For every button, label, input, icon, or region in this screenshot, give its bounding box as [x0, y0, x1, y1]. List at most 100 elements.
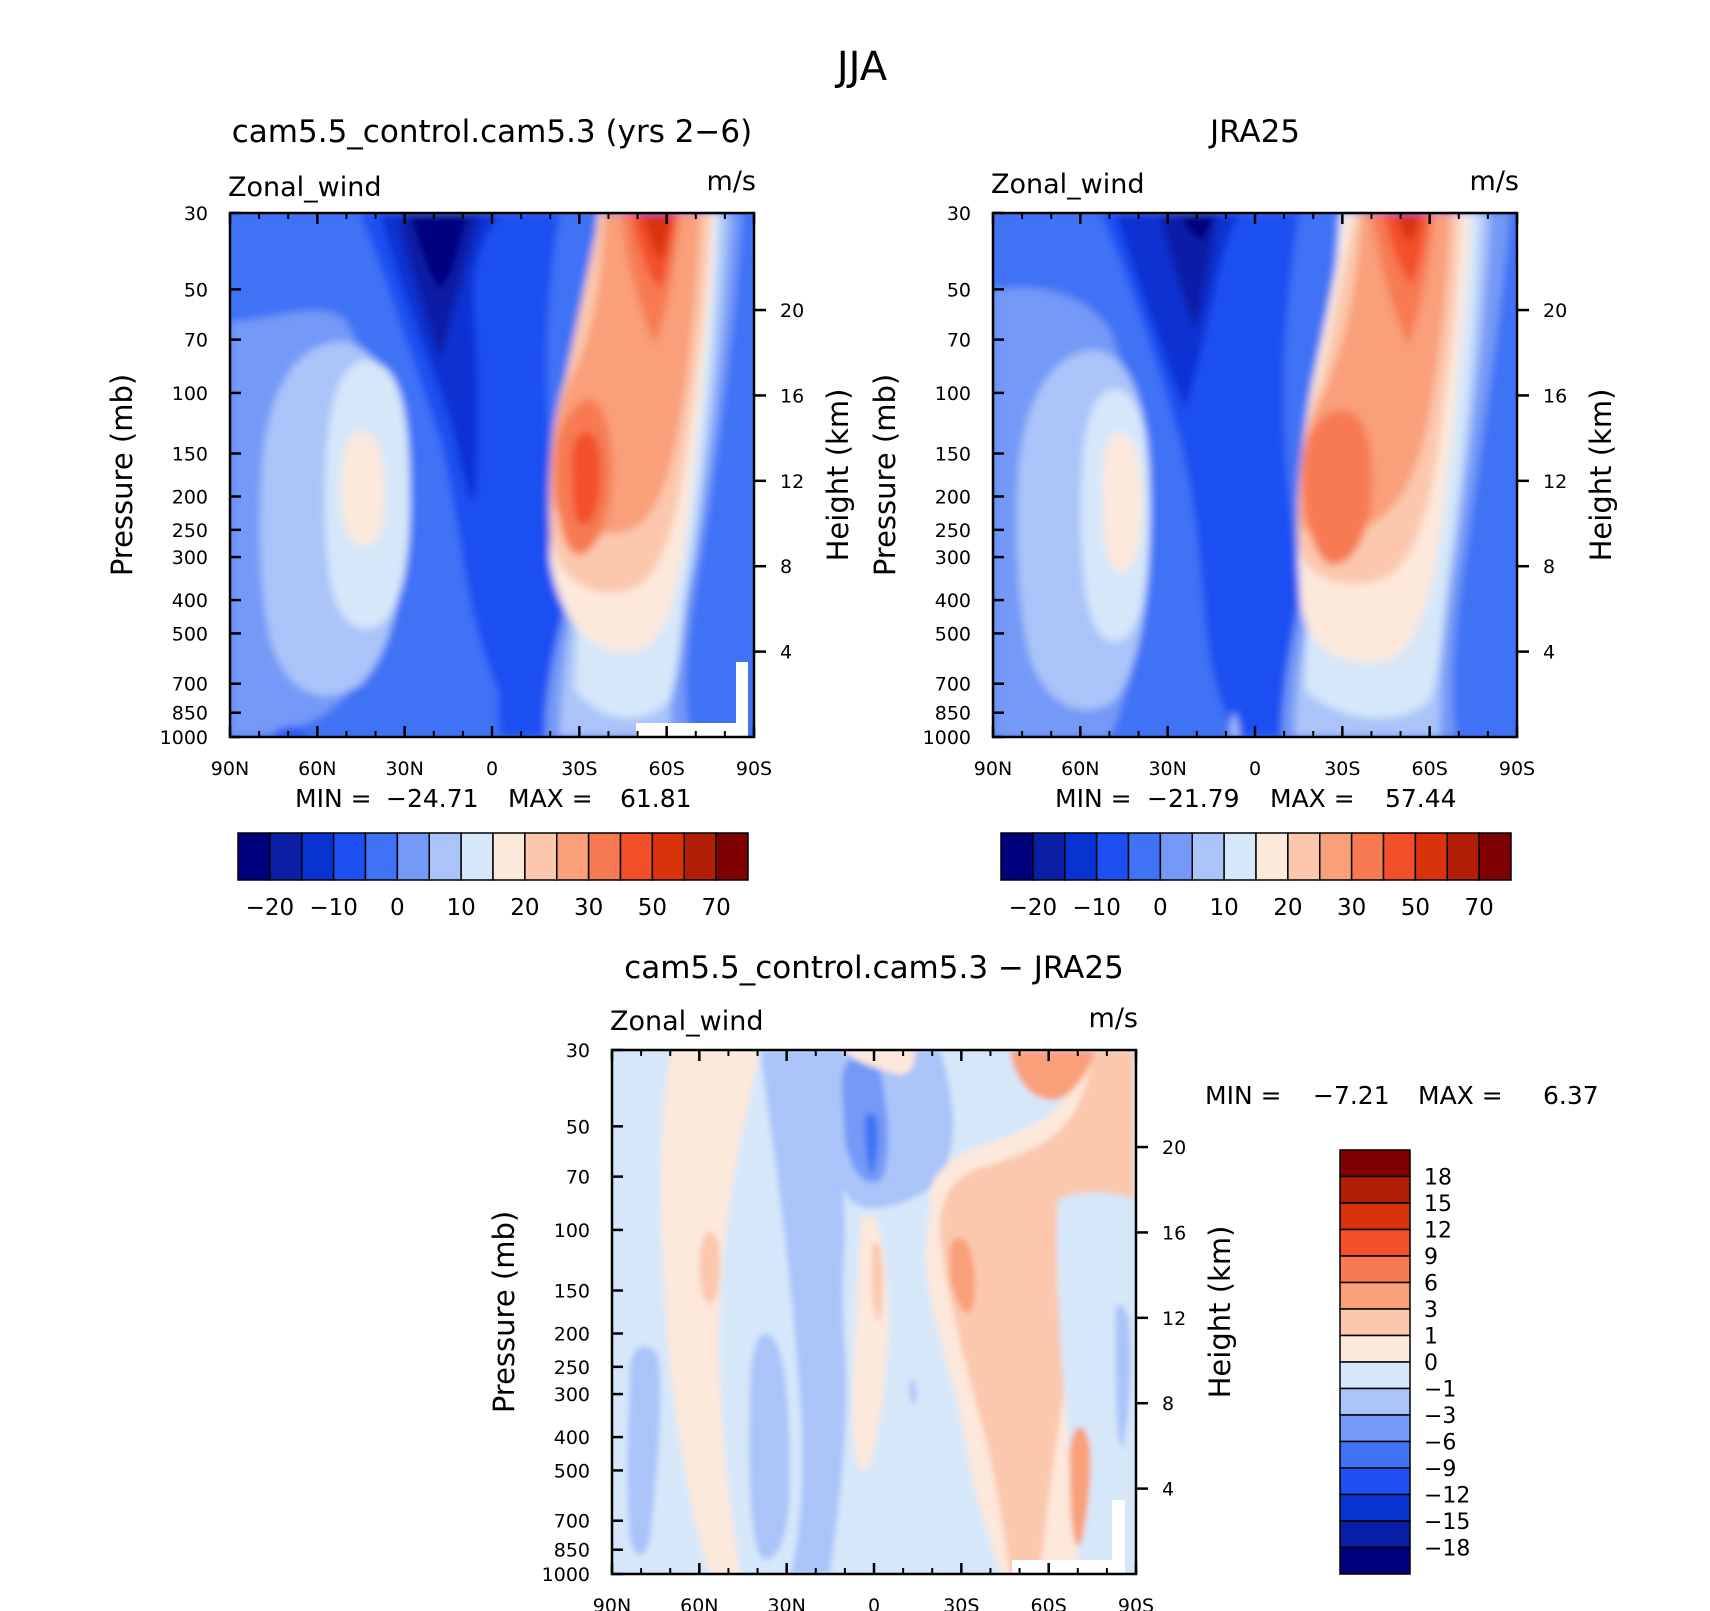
y-tick-label: 700: [935, 674, 971, 696]
colorbar-label: 10: [1209, 895, 1238, 921]
x-tick-label: 60N: [298, 758, 336, 780]
colorbar-label: 3: [1424, 1298, 1438, 1323]
panel-diff-ylabel-right: Height (km): [1203, 1226, 1237, 1399]
panel-diff-min-label: MIN =: [1205, 1081, 1282, 1110]
y-tick-label: 100: [554, 1220, 590, 1242]
panel-obs-contours: [993, 213, 1517, 737]
colorbar-box: [269, 832, 303, 881]
y-tick-label: 150: [935, 444, 971, 466]
colorbar-box: [1287, 832, 1321, 881]
colorbar-label: −10: [1072, 895, 1121, 921]
panel-obs-ylabel-right: Height (km): [1584, 389, 1618, 562]
y-tick-label: 300: [935, 547, 971, 569]
x-tick-label: 0: [486, 758, 498, 780]
y-tick-label: 200: [554, 1323, 590, 1345]
panel-model-max-value: 61.81: [620, 784, 692, 813]
x-tick-label: 60N: [1061, 758, 1099, 780]
panel-diff-stats: MIN = −7.21 MAX = 6.37: [1205, 1081, 1599, 1110]
panel-obs-colorbar: −20 −10 0 10 20 30 50 70: [1000, 832, 1512, 921]
colorbar-label: 50: [1401, 895, 1430, 921]
y-tick-label: 150: [172, 444, 208, 466]
x-tick-label: 30N: [1148, 758, 1186, 780]
colorbar-box: [1000, 832, 1034, 881]
y-tick-label: 250: [172, 520, 208, 542]
x-tick-label: 90S: [1499, 758, 1535, 780]
y-tick-label: 1000: [923, 727, 971, 749]
colorbar-box: [1478, 832, 1512, 881]
y-tick-label: 400: [935, 590, 971, 612]
panel-model-contours: [230, 213, 754, 737]
x-tick-label: 0: [868, 1595, 880, 1611]
colorbar-label: 10: [446, 895, 475, 921]
y-tick-label: 1000: [542, 1564, 590, 1586]
panel-model-ylabel: Pressure (mb): [105, 374, 139, 576]
colorbar-label: 18: [1424, 1166, 1452, 1191]
colorbar-box: [1339, 1440, 1411, 1469]
y-tick-label: 500: [172, 623, 208, 645]
y-tick-label: 700: [172, 674, 208, 696]
colorbar-box: [1339, 1175, 1411, 1204]
y-right-tick-label: 12: [1543, 471, 1567, 493]
x-tick-label: 60S: [1031, 1595, 1067, 1611]
y-tick-label: 850: [554, 1540, 590, 1562]
panel-diff-units: m/s: [1089, 1003, 1138, 1034]
panel-diff: cam5.5_control.cam5.3 − JRA25 Zonal_wind…: [487, 950, 1599, 1611]
y-tick-label: 300: [172, 547, 208, 569]
y-tick-label: 150: [554, 1281, 590, 1303]
colorbar-label: −12: [1424, 1484, 1470, 1509]
colorbar-label: 15: [1424, 1192, 1452, 1217]
y-tick-label: 1000: [160, 727, 208, 749]
colorbar-label: −9: [1424, 1457, 1456, 1482]
panel-obs-stats: MIN = −21.79 MAX = 57.44: [1055, 784, 1457, 813]
colorbar-box: [1339, 1387, 1411, 1416]
colorbar-label: 1: [1424, 1325, 1438, 1350]
colorbar-box: [587, 832, 622, 881]
colorbar-box: [1339, 1546, 1411, 1575]
colorbar-box: [1339, 1520, 1411, 1549]
panel-diff-axes: 90N 60N 30N 0 30S 60S 90S 30 50 70 100 150 200 250 300…: [542, 1040, 1187, 1611]
colorbar-box: [1339, 1467, 1411, 1496]
y-tick-label: 200: [935, 486, 971, 508]
colorbar-box: [1350, 832, 1385, 881]
colorbar-label: 0: [1424, 1351, 1438, 1376]
y-tick-label: 850: [935, 703, 971, 725]
y-tick-label: 50: [184, 279, 208, 301]
panel-model-max-label: MAX =: [508, 784, 593, 813]
panel-model-min-value: −24.71: [386, 784, 479, 813]
panel-model: cam5.5_control.cam5.3 (yrs 2−6) Zonal_wi…: [105, 114, 855, 921]
panel-model-stats: MIN = −24.71 MAX = 61.81: [295, 784, 692, 813]
colorbar-box: [1064, 832, 1098, 881]
colorbar-box: [1159, 832, 1193, 881]
x-tick-label: 30S: [561, 758, 597, 780]
x-tick-label: 90N: [211, 758, 249, 780]
x-tick-label: 60S: [649, 758, 685, 780]
y-right-tick-label: 8: [780, 556, 792, 578]
colorbar-label: −15: [1424, 1510, 1470, 1535]
colorbar-box: [1382, 832, 1417, 881]
colorbar-label: −18: [1424, 1537, 1470, 1562]
y-tick-label: 700: [554, 1511, 590, 1533]
y-tick-label: 100: [172, 383, 208, 405]
x-tick-label: 30N: [767, 1595, 805, 1611]
colorbar-box: [332, 832, 367, 881]
colorbar-label: 9: [1424, 1245, 1438, 1270]
colorbar-label: 20: [1273, 895, 1302, 921]
y-tick-label: 250: [935, 520, 971, 542]
panel-diff-title: cam5.5_control.cam5.3 − JRA25: [624, 950, 1124, 986]
colorbar-label: 20: [510, 895, 539, 921]
x-tick-label: 30N: [385, 758, 423, 780]
panel-model-field-label: Zonal_wind: [228, 172, 382, 203]
panel-model-title: cam5.5_control.cam5.3 (yrs 2−6): [232, 114, 752, 150]
figure-title: JJA: [834, 44, 888, 90]
x-tick-label: 0: [1249, 758, 1261, 780]
colorbar-label: −10: [309, 895, 358, 921]
y-tick-label: 850: [172, 703, 208, 725]
x-tick-label: 60S: [1412, 758, 1448, 780]
panel-diff-max-label: MAX =: [1418, 1081, 1503, 1110]
panel-obs-min-label: MIN =: [1055, 784, 1132, 813]
colorbar-box: [524, 832, 558, 881]
panel-diff-ylabel: Pressure (mb): [487, 1211, 521, 1413]
colorbar-box: [1339, 1361, 1411, 1390]
panel-model-units: m/s: [707, 166, 756, 197]
